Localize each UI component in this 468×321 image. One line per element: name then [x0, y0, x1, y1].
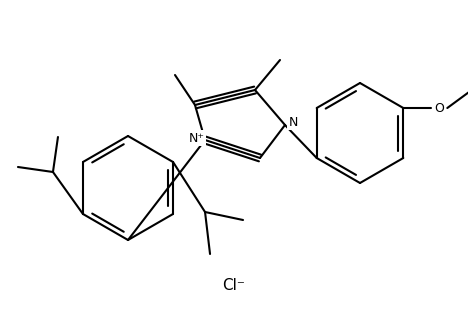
Text: N: N [288, 116, 298, 128]
Text: N⁺: N⁺ [189, 132, 205, 144]
Text: O: O [434, 101, 444, 115]
Text: Cl⁻: Cl⁻ [223, 277, 245, 292]
